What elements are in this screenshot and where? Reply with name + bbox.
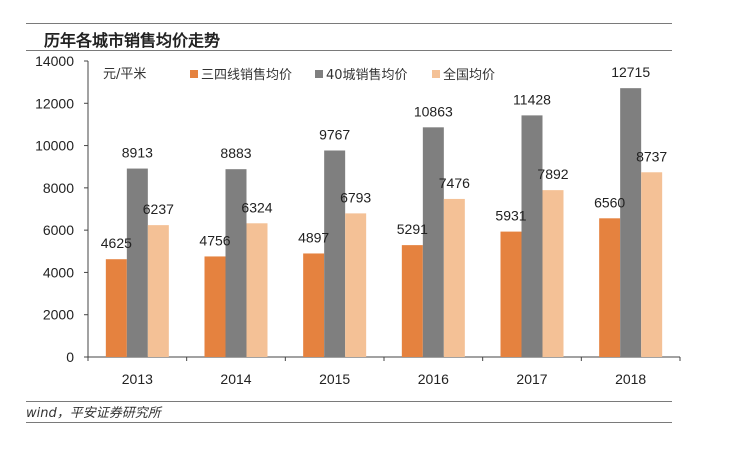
bar-3-2015 [345, 213, 367, 357]
y-tick-label: 2000 [43, 307, 74, 323]
data-label: 11428 [513, 91, 551, 107]
y-tick-label: 10000 [35, 138, 74, 154]
y-tick-label: 8000 [43, 180, 74, 196]
bar-3-2013 [147, 225, 169, 357]
legend-item: 三四线销售均价 [190, 67, 292, 83]
data-label: 7892 [537, 166, 568, 182]
x-tick-label: 2013 [122, 371, 153, 387]
title-rule [26, 50, 672, 51]
y-tick-label: 12000 [35, 95, 74, 111]
data-label: 8737 [636, 148, 667, 164]
x-tick-label: 2016 [418, 371, 449, 387]
bar-2-2018 [620, 88, 642, 357]
data-label: 12715 [611, 64, 650, 80]
bar-2-2016 [422, 127, 444, 358]
data-label: 4756 [199, 232, 230, 248]
bar-2-2015 [324, 150, 346, 357]
data-label: 7476 [439, 175, 470, 191]
bar-2-2013 [126, 168, 148, 357]
data-label: 10863 [414, 103, 453, 119]
top-rule [26, 23, 672, 24]
legend-label: 40城销售均价 [326, 67, 408, 83]
source-top-rule [26, 401, 672, 402]
y-tick-label: 14000 [35, 53, 74, 69]
chart-title: 历年各城市销售均价走势 [44, 31, 221, 50]
legend-label: 三四线销售均价 [201, 67, 292, 83]
bars [105, 88, 663, 358]
data-label: 5291 [397, 221, 428, 237]
legend-label: 全国均价 [443, 67, 495, 83]
bar-1-2013 [105, 259, 127, 357]
source-bottom-rule [26, 422, 672, 423]
legend-swatch [190, 70, 198, 78]
bar-3-2017 [542, 190, 564, 357]
y-tick-label: 4000 [43, 264, 74, 280]
bar-3-2018 [641, 172, 663, 357]
data-label: 6793 [340, 189, 371, 205]
data-label: 6237 [143, 201, 174, 217]
bar-1-2016 [401, 245, 423, 357]
x-tick-label: 2017 [516, 371, 547, 387]
bar-3-2014 [246, 223, 268, 357]
bar-3-2016 [443, 198, 465, 357]
bar-1-2014 [204, 256, 226, 357]
data-labels: 4625 4756 4897 5291 5931 6560 8913 8883 9767 1086… [101, 64, 668, 251]
legend-swatch [315, 70, 323, 78]
y-tick-label: 0 [66, 349, 74, 365]
bar-2-2014 [225, 169, 247, 357]
bar-1-2015 [303, 253, 325, 357]
legend-item: 40城销售均价 [315, 67, 408, 83]
legend: 三四线销售均价 40城销售均价 全国均价 [190, 67, 495, 83]
bar-chart: 0 2000 4000 6000 8000 10000 12000 14000 2013 2014… [35, 53, 681, 387]
x-tick-label: 2018 [615, 371, 646, 387]
data-label: 5931 [495, 208, 526, 224]
x-tick-label: 2014 [220, 371, 251, 387]
source-note: wind，平安证券研究所 [26, 406, 161, 421]
bar-1-2017 [500, 231, 522, 357]
bar-1-2018 [599, 218, 621, 357]
data-label: 6324 [241, 199, 272, 215]
data-label: 6560 [594, 194, 625, 210]
x-tick-label: 2015 [319, 371, 350, 387]
data-label: 9767 [319, 126, 350, 142]
y-tick-label: 6000 [43, 222, 74, 238]
legend-swatch [432, 70, 440, 78]
legend-item: 全国均价 [432, 67, 495, 83]
data-label: 8913 [122, 145, 153, 161]
data-label: 4897 [298, 229, 329, 245]
data-label: 4625 [101, 235, 132, 251]
y-axis-unit: 元/平米 [103, 67, 146, 82]
axes: 0 2000 4000 6000 8000 10000 12000 14000 2013 2014… [35, 53, 681, 387]
data-label: 8883 [220, 145, 251, 161]
bar-2-2017 [521, 115, 543, 357]
